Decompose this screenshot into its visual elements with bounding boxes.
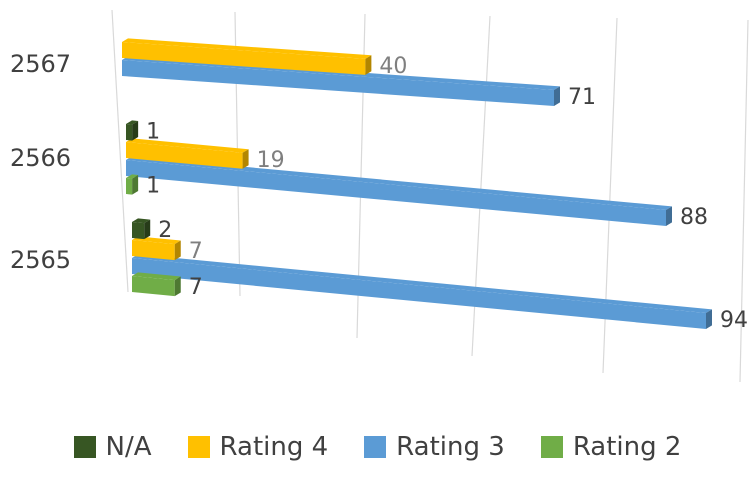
category-label: 2566 [10,144,71,172]
category-label: 2565 [10,246,71,274]
data-label: 7 [189,275,203,300]
legend-label: N/A [106,432,152,462]
legend-swatch [74,436,96,458]
data-label: 2 [158,218,172,243]
bar-n-a [126,124,132,141]
data-label: 19 [257,148,285,173]
legend-label: Rating 3 [396,432,505,462]
category-label: 2567 [10,50,71,78]
legend-item: Rating 3 [364,432,505,462]
data-label: 88 [680,205,708,230]
legend-swatch [541,436,563,458]
legend-label: Rating 4 [220,432,329,462]
legend-item: Rating 4 [188,432,329,462]
legend-label: Rating 2 [573,432,682,462]
data-label: 40 [379,54,407,79]
legend-item: Rating 2 [541,432,682,462]
legend-item: N/A [74,432,152,462]
chart-legend: N/A Rating 4 Rating 3 Rating 2 [0,432,755,462]
data-label: 7 [189,239,203,264]
legend-swatch [364,436,386,458]
legend-swatch [188,436,210,458]
data-label: 94 [720,308,748,333]
bar-n-a [132,222,144,239]
data-label: 1 [146,120,160,145]
bar-rating-2 [126,178,132,195]
bar-rating-3 [132,258,706,329]
data-label: 1 [146,174,160,199]
bar-rating-3 [126,160,666,226]
data-label: 71 [568,85,596,110]
bar-top-face [132,254,712,313]
